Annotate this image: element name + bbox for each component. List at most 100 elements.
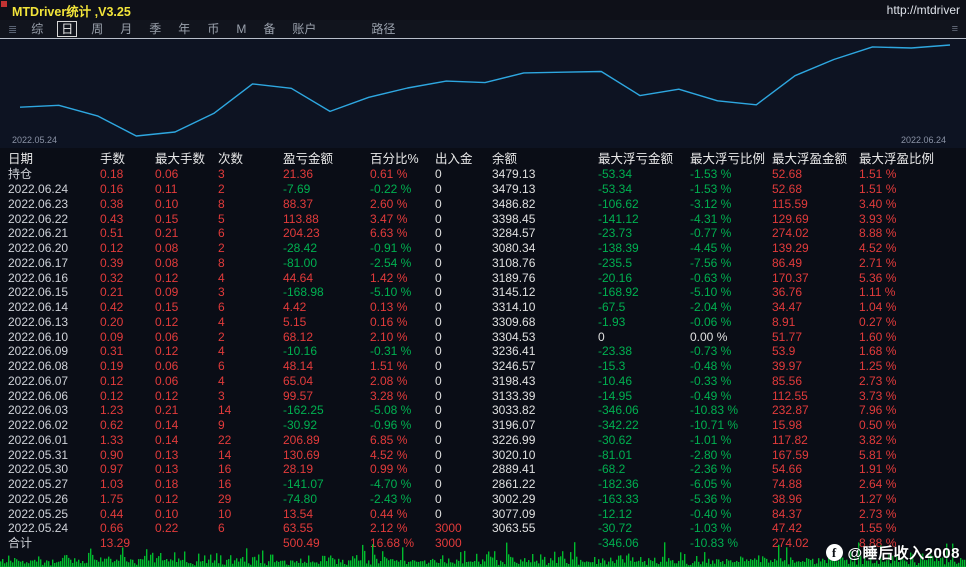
table-cell: 16 [210,462,275,476]
menu-item-8[interactable]: 备 [260,22,278,36]
table-cell: 28.19 [275,462,362,476]
table-row[interactable]: 2022.05.250.440.101013.540.44 %03077.09-… [0,506,966,521]
table-cell: 0.06 [147,167,210,181]
table-cell: 3.93 % [851,212,966,226]
menu-item-4[interactable]: 季 [146,22,164,36]
table-row[interactable]: 2022.06.080.190.06648.141.51 %03246.57-1… [0,359,966,374]
menu-item-2[interactable]: 周 [88,22,106,36]
table-cell: 44.64 [275,271,362,285]
table-row[interactable]: 2022.06.100.090.06268.122.10 %03304.5300… [0,329,966,344]
window-menu-icon[interactable]: ≡ [952,23,958,35]
table-cell: 88.37 [275,197,362,211]
table-cell: 0.21 [147,403,210,417]
table-cell: 22 [210,433,275,447]
table-cell: 0.90 [92,448,147,462]
table-cell: -168.92 [590,285,682,299]
website-link[interactable]: http://mtdriver [887,3,960,17]
menu-item-6[interactable]: 币 [204,22,222,36]
table-cell: -28.42 [275,241,362,255]
table-cell: 3108.76 [484,256,590,270]
column-header: 余额 [484,152,590,166]
watermark: f @睡后收入2008 [826,542,961,563]
table-row[interactable]: 2022.06.170.390.088-81.00-2.54 %03108.76… [0,256,966,271]
table-row[interactable]: 2022.06.130.200.1245.150.16 %03309.68-1.… [0,315,966,330]
table-cell: 85.56 [764,374,851,388]
table-cell: 0 [427,212,484,226]
table-cell: -162.25 [275,403,362,417]
table-row[interactable]: 2022.06.210.510.216204.236.63 %03284.57-… [0,226,966,241]
table-row[interactable]: 持仓0.180.06321.360.61 %03479.13-53.34-1.5… [0,167,966,182]
table-cell: -0.33 % [682,374,764,388]
column-header: 最大浮亏金额 [590,152,682,166]
table-cell: 2022.06.06 [0,389,92,403]
menu-item-0[interactable]: 综 [28,22,46,36]
table-cell: 2022.05.27 [0,477,92,491]
menu-item-9[interactable]: 账户 [289,22,319,36]
table-cell: 34.47 [764,300,851,314]
table-cell: 0.14 [147,433,210,447]
table-cell: 130.69 [275,448,362,462]
table-cell: -342.22 [590,418,682,432]
table-cell: 0.00 % [682,330,764,344]
table-cell: 2022.06.08 [0,359,92,373]
table-cell: -5.36 % [682,492,764,506]
menu-item-1[interactable]: 日 [57,21,77,37]
table-row[interactable]: 2022.05.310.900.1314130.694.52 %03020.10… [0,447,966,462]
table-cell: 6 [210,359,275,373]
table-row[interactable]: 2022.05.300.970.131628.190.99 %02889.41-… [0,462,966,477]
table-row[interactable]: 2022.06.150.210.093-168.98-5.10 %03145.1… [0,285,966,300]
path-button[interactable]: 路径 [368,22,398,36]
table-cell: 0 [427,271,484,285]
table-cell: 0.09 [147,285,210,299]
table-row[interactable]: 2022.06.011.330.1422206.896.85 %03226.99… [0,433,966,448]
table-cell: 2022.06.22 [0,212,92,226]
table-cell: 0 [427,182,484,196]
table-cell: 3309.68 [484,315,590,329]
table-cell: -138.39 [590,241,682,255]
table-cell: 1.04 % [851,300,966,314]
table-row[interactable]: 2022.06.060.120.12399.573.28 %03133.39-1… [0,388,966,403]
table-row[interactable]: 2022.06.140.420.1564.420.13 %03314.10-67… [0,300,966,315]
table-cell: -7.69 [275,182,362,196]
table-row[interactable]: 2022.06.090.310.124-10.16-0.31 %03236.41… [0,344,966,359]
table-cell: 8.91 [764,315,851,329]
table-cell: -4.45 % [682,241,764,255]
table-cell: 0.66 [92,521,147,535]
table-cell: 1.25 % [851,359,966,373]
table-cell: 0 [427,300,484,314]
table-cell: 0.06 [147,330,210,344]
table-cell: 1.03 [92,477,147,491]
table-cell: 4.52 % [362,448,427,462]
table-cell: -0.77 % [682,226,764,240]
table-cell: 2022.06.02 [0,418,92,432]
table-row[interactable]: 2022.06.031.230.2114-162.25-5.08 %03033.… [0,403,966,418]
table-cell: 0.61 % [362,167,427,181]
table-cell: 0.18 [147,477,210,491]
table-cell: 5.81 % [851,448,966,462]
table-row[interactable]: 2022.06.160.320.12444.641.42 %03189.76-2… [0,270,966,285]
table-cell: 204.23 [275,226,362,240]
table-cell: -0.06 % [682,315,764,329]
menu-item-5[interactable]: 年 [175,22,193,36]
menu-item-7[interactable]: M [233,22,249,36]
table-row[interactable]: 2022.05.240.660.22663.552.12 %30003063.5… [0,521,966,536]
table-row[interactable]: 2022.06.230.380.10888.372.60 %03486.82-1… [0,197,966,212]
menu-item-3[interactable]: 月 [117,22,135,36]
table-row[interactable]: 2022.06.200.120.082-28.42-0.91 %03080.34… [0,241,966,256]
table-cell: 0.16 % [362,315,427,329]
table-cell: 8 [210,197,275,211]
table-cell: 0 [427,433,484,447]
table-cell: 0 [427,448,484,462]
table-row[interactable]: 2022.06.070.120.06465.042.08 %03198.43-1… [0,374,966,389]
table-row[interactable]: 2022.05.261.750.1229-74.80-2.43 %03002.2… [0,492,966,507]
table-row[interactable]: 2022.06.220.430.155113.883.47 %03398.45-… [0,211,966,226]
table-cell: 4 [210,271,275,285]
table-row[interactable]: 2022.06.020.620.149-30.92-0.96 %03196.07… [0,418,966,433]
table-cell: -4.70 % [362,477,427,491]
table-row-total[interactable]: 合计13.29500.4916.68 %3000-346.06-10.83 %2… [0,536,966,551]
table-cell: -10.16 [275,344,362,358]
table-row[interactable]: 2022.05.271.030.1816-141.07-4.70 %02861.… [0,477,966,492]
table-cell: -106.62 [590,197,682,211]
table-cell: -30.62 [590,433,682,447]
table-row[interactable]: 2022.06.240.160.112-7.69-0.22 %03479.13-… [0,182,966,197]
